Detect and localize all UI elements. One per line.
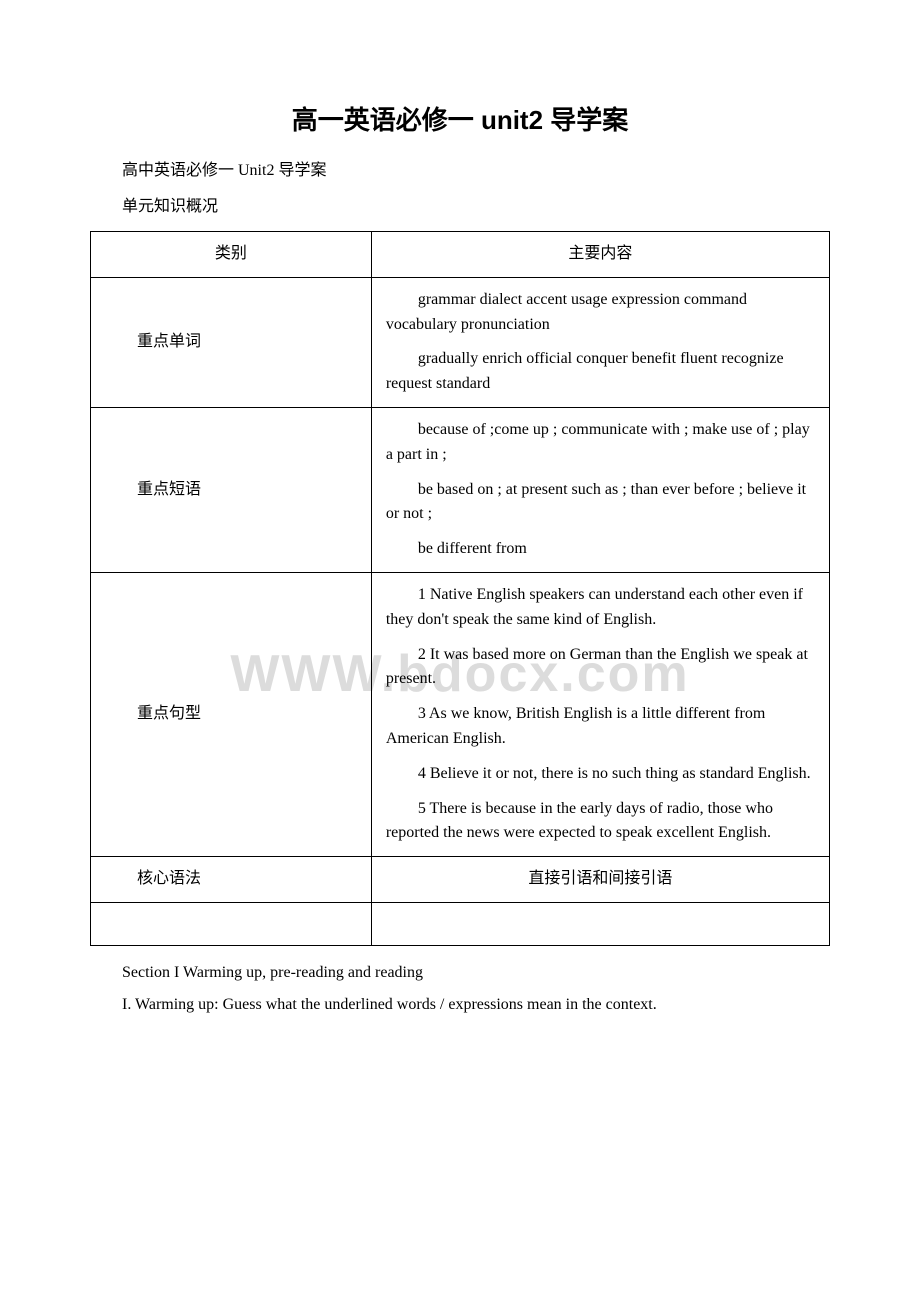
content-para: because of ;come up ; communicate with ;… xyxy=(386,418,815,468)
table-row: 重点短语 because of ;come up ; communicate w… xyxy=(91,407,830,572)
row-content-cell: 1 Native English speakers can understand… xyxy=(371,572,829,856)
section-heading: Section I Warming up, pre-reading and re… xyxy=(90,964,830,982)
table-row: 重点句型 1 Native English speakers can under… xyxy=(91,572,830,856)
content-para: 3 As we know, British English is a littl… xyxy=(386,702,815,752)
row-label: 重点单词 xyxy=(105,330,357,355)
row-label: 重点短语 xyxy=(105,478,357,503)
content-para: 1 Native English speakers can understand… xyxy=(386,583,815,633)
table-header-row: 类别 主要内容 xyxy=(91,232,830,278)
row-label-cell: 核心语法 xyxy=(91,857,372,903)
table-row: 核心语法 直接引语和间接引语 xyxy=(91,857,830,903)
content-para: gradually enrich official conquer benefi… xyxy=(386,347,815,397)
summary-table: 类别 主要内容 重点单词 grammar dialect accent usag… xyxy=(90,231,830,946)
row-content-cell: 直接引语和间接引语 xyxy=(371,857,829,903)
content-para: 5 There is because in the early days of … xyxy=(386,797,815,847)
header-content-label: 主要内容 xyxy=(386,242,815,267)
row-content-cell xyxy=(371,902,829,945)
document-page: 高一英语必修一 unit2 导学案 高中英语必修一 Unit2 导学案 单元知识… xyxy=(0,0,920,1088)
row-label: 重点句型 xyxy=(105,702,357,727)
content-para: be different from xyxy=(386,537,815,562)
header-category-cell: 类别 xyxy=(91,232,372,278)
content-para: 4 Believe it or not, there is no such th… xyxy=(386,762,815,787)
page-title: 高一英语必修一 unit2 导学案 xyxy=(90,100,830,137)
content-para: 直接引语和间接引语 xyxy=(386,867,815,892)
row-label-cell: 重点短语 xyxy=(91,407,372,572)
intro-line-2: 单元知识概况 xyxy=(90,195,830,219)
row-label-cell: 重点单词 xyxy=(91,277,372,407)
content-para: grammar dialect accent usage expression … xyxy=(386,288,815,338)
row-label-cell xyxy=(91,902,372,945)
intro-line-1: 高中英语必修一 Unit2 导学案 xyxy=(90,159,830,183)
row-content-cell: because of ;come up ; communicate with ;… xyxy=(371,407,829,572)
row-label-cell: 重点句型 xyxy=(91,572,372,856)
content-para: be based on ; at present such as ; than … xyxy=(386,478,815,528)
header-content-cell: 主要内容 xyxy=(371,232,829,278)
section-instruction: I. Warming up: Guess what the underlined… xyxy=(90,996,830,1014)
table-row: 重点单词 grammar dialect accent usage expres… xyxy=(91,277,830,407)
content-para: 2 It was based more on German than the E… xyxy=(386,643,815,693)
row-content-cell: grammar dialect accent usage expression … xyxy=(371,277,829,407)
table-row xyxy=(91,902,830,945)
row-label: 核心语法 xyxy=(105,867,357,892)
header-category-label: 类别 xyxy=(105,242,357,267)
